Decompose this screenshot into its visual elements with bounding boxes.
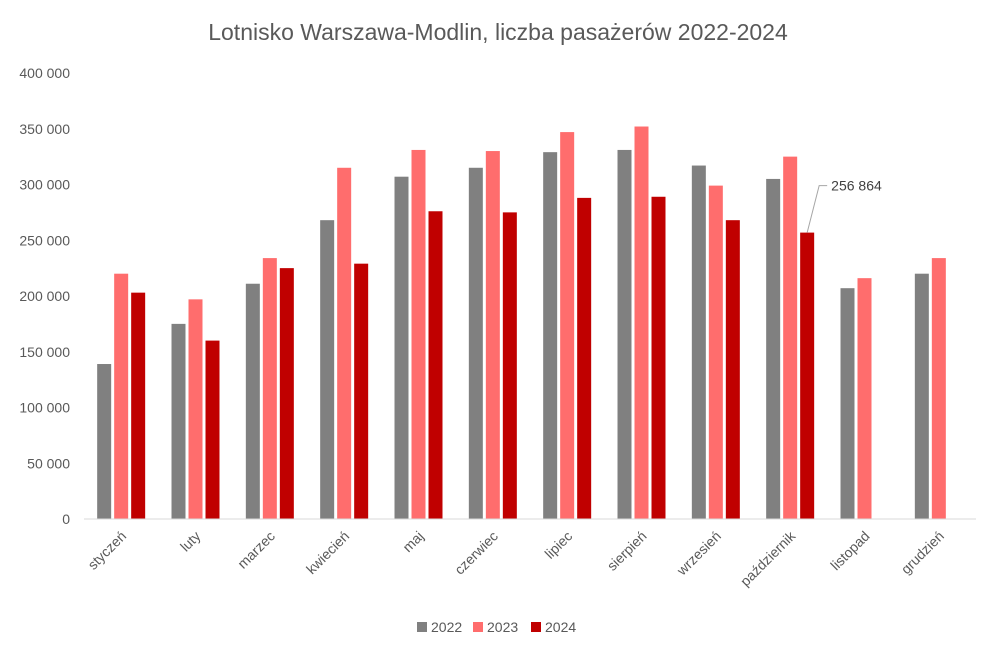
bar-2023-7 [634, 126, 649, 520]
y-tick-label: 150 000 [19, 344, 70, 360]
chart-title: Lotnisko Warszawa-Modlin, liczba pasażer… [208, 19, 788, 45]
bar-2022-5 [468, 167, 483, 519]
bar-2022-11 [914, 273, 929, 519]
bar-2022-10 [840, 288, 855, 519]
y-tick-label: 300 000 [19, 177, 70, 193]
bar-2023-0 [114, 273, 129, 519]
x-tick-label: luty [177, 528, 204, 555]
bar-2023-8 [708, 185, 723, 520]
y-axis: 0 50 000 100 000 150 000 200 000 250 000 300 0… [19, 65, 70, 527]
bar-2022-9 [766, 178, 781, 520]
bar-2024-8 [725, 220, 740, 519]
y-tick-label: 400 000 [19, 65, 70, 81]
y-tick-label: 200 000 [19, 288, 70, 304]
bar-2022-3 [320, 220, 335, 519]
bar-2022-0 [97, 364, 112, 519]
x-tick-label: październik [737, 527, 799, 589]
bar-2024-6 [577, 197, 592, 519]
legend-label: 2023 [487, 619, 518, 635]
y-tick-label: 350 000 [19, 121, 70, 137]
bar-2024-4 [428, 211, 443, 519]
bar-2022-4 [394, 176, 409, 519]
legend-swatch-2022 [417, 622, 427, 632]
annotations-group: 256 864 [806, 178, 882, 233]
bar-2022-2 [245, 283, 260, 519]
x-axis: styczeń luty marzec kwiecień maj czerwiec lipi… [84, 518, 976, 589]
bar-2024-9 [800, 232, 815, 520]
legend-label: 2022 [431, 619, 462, 635]
bar-2023-11 [931, 258, 946, 519]
x-tick-label: czerwiec [451, 528, 501, 578]
annotation-leader-line [806, 185, 828, 233]
legend-swatch-2024 [531, 622, 541, 632]
x-tick-label: sierpień [604, 528, 650, 574]
x-tick-label: lipiec [541, 528, 575, 562]
legend: 2022 2023 2024 [417, 619, 576, 635]
legend-label: 2024 [545, 619, 576, 635]
y-tick-label: 100 000 [19, 400, 70, 416]
x-tick-label: kwiecień [303, 528, 352, 577]
x-tick-label: marzec [234, 528, 278, 572]
bar-2023-2 [262, 258, 277, 519]
bar-2024-1 [205, 340, 220, 519]
bar-2024-7 [651, 196, 666, 519]
bar-2024-0 [131, 292, 146, 519]
bar-2024-2 [279, 268, 294, 519]
bar-2023-9 [783, 156, 798, 519]
y-tick-label: 50 000 [27, 455, 70, 471]
bar-2023-1 [188, 299, 203, 519]
bar-2023-3 [337, 167, 352, 519]
x-tick-label: grudzień [898, 528, 947, 577]
y-tick-label: 250 000 [19, 232, 70, 248]
bar-2022-1 [171, 323, 186, 519]
bar-2022-7 [617, 149, 632, 519]
bar-2023-10 [857, 278, 872, 519]
legend-swatch-2023 [473, 622, 483, 632]
bars-group [97, 126, 946, 520]
x-tick-label: wrzesień [673, 528, 724, 579]
x-tick-label: styczeń [84, 528, 129, 573]
bar-2024-5 [502, 212, 517, 519]
bar-2024-3 [354, 263, 369, 519]
bar-2023-6 [560, 132, 575, 519]
bar-2023-5 [485, 151, 500, 520]
x-tick-label: maj [399, 528, 426, 555]
bar-2023-4 [411, 149, 426, 519]
annotation-label: 256 864 [831, 178, 882, 194]
x-tick-label: listopad [827, 528, 872, 573]
bar-2022-8 [691, 165, 706, 520]
bar-2022-6 [543, 152, 558, 520]
y-tick-label: 0 [62, 511, 70, 527]
